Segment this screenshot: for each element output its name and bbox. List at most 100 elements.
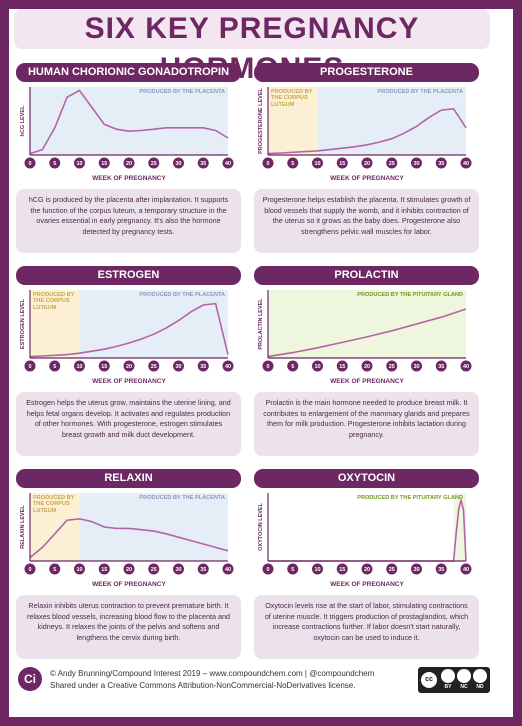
x-tick xyxy=(98,360,110,372)
panel-caption: Relaxin inhibits uterus contraction to p… xyxy=(16,595,241,659)
region xyxy=(30,493,80,561)
x-tick-label: 0 xyxy=(28,567,31,573)
x-tick-label: 20 xyxy=(126,364,132,370)
x-tick xyxy=(74,360,85,372)
region-label: PRODUCED BY THE PITUITARY GLAND xyxy=(357,292,463,298)
x-tick-label: 0 xyxy=(266,161,269,167)
y-axis-label: hCG LEVEL xyxy=(20,105,26,137)
x-tick xyxy=(222,563,234,575)
region-label: PRODUCED BY THE CORPUS LUTEUM xyxy=(33,495,75,514)
badge-label: NC xyxy=(460,684,468,690)
x-tick xyxy=(336,360,348,372)
panel-caption: Estrogen helps the uterus grow, maintain… xyxy=(16,392,241,456)
panel-caption: Progesterone helps establish the placent… xyxy=(254,189,479,253)
x-tick xyxy=(24,360,36,372)
x-axis-label: WEEK OF PREGNANCY xyxy=(92,378,166,385)
x-tick xyxy=(262,563,274,575)
license: Shared under a Creative Commons Attribut… xyxy=(50,681,356,690)
x-axis-label: WEEK OF PREGNANCY xyxy=(92,581,166,588)
panel-caption: Prolactin is the main hormone needed to … xyxy=(254,392,479,456)
x-tick-label: 5 xyxy=(53,364,56,370)
panel-title: RELAXIN xyxy=(16,469,241,488)
y-axis-label: PROGESTERONE LEVEL xyxy=(258,88,264,154)
x-tick-label: 10 xyxy=(314,567,320,573)
region-label-box: PRODUCED BY THE PLACENTA xyxy=(139,495,225,501)
x-tick-label: 25 xyxy=(389,161,395,167)
x-tick xyxy=(312,563,323,575)
region-label: PRODUCED BY THE PLACENTA xyxy=(377,89,463,95)
x-tick-label: 20 xyxy=(364,567,370,573)
x-tick-label: 40 xyxy=(225,161,231,167)
x-tick-label: 15 xyxy=(339,364,345,370)
license-badge: ND xyxy=(472,669,488,690)
x-tick-label: 20 xyxy=(126,161,132,167)
page-title: SIX KEY PREGNANCY HORMONES xyxy=(14,9,490,85)
x-tick xyxy=(460,360,472,372)
x-tick-label: 35 xyxy=(438,364,444,370)
x-tick xyxy=(173,157,184,169)
hormone-curve xyxy=(29,89,229,155)
x-tick xyxy=(123,563,135,575)
x-tick-label: 5 xyxy=(291,161,294,167)
x-axis-label: WEEK OF PREGNANCY xyxy=(92,175,166,182)
x-tick-label: 30 xyxy=(175,161,181,167)
hormone-curve xyxy=(29,302,229,358)
x-tick xyxy=(287,360,299,372)
x-tick xyxy=(411,157,422,169)
x-tick xyxy=(287,563,299,575)
region xyxy=(79,290,228,358)
region-label: PRODUCED BY THE CORPUS LUTEUM xyxy=(271,89,313,108)
x-tick-label: 35 xyxy=(200,567,206,573)
x-tick-label: 25 xyxy=(389,567,395,573)
x-tick xyxy=(386,563,398,575)
x-tick xyxy=(222,157,234,169)
x-tick-label: 15 xyxy=(339,567,345,573)
x-tick xyxy=(173,360,184,372)
x-tick-label: 0 xyxy=(266,364,269,370)
x-tick xyxy=(123,360,135,372)
x-tick xyxy=(49,563,61,575)
chart: PRODUCED BY THE CORPUS LUTEUM PRODUCED BY… xyxy=(258,87,472,182)
badge-icon xyxy=(441,669,455,683)
x-tick-label: 15 xyxy=(101,567,107,573)
hormone-curve xyxy=(29,517,229,559)
badge-icon xyxy=(457,669,471,683)
x-tick xyxy=(312,360,323,372)
region-label: PRODUCED BY THE PITUITARY GLAND xyxy=(357,495,463,501)
hormone-panel: RELAXIN PRODUCED BY THE CORPUS LUTEUM PROD… xyxy=(16,469,241,661)
license-badge: NC xyxy=(456,669,472,690)
x-tick xyxy=(361,360,373,372)
region-label: PRODUCED BY THE PLACENTA xyxy=(139,89,225,95)
badge-label: BY xyxy=(444,684,452,690)
region xyxy=(30,87,228,155)
region xyxy=(268,87,318,155)
x-tick xyxy=(74,563,85,575)
x-axis-label: WEEK OF PREGNANCY xyxy=(330,175,404,182)
x-tick-label: 10 xyxy=(76,161,82,167)
x-tick xyxy=(49,157,61,169)
x-tick xyxy=(312,157,323,169)
x-tick-label: 0 xyxy=(28,161,31,167)
cc-badges: cc BY NC ND xyxy=(418,667,490,693)
region-label: PRODUCED BY THE PLACENTA xyxy=(139,292,225,298)
x-tick-label: 35 xyxy=(200,364,206,370)
x-tick-label: 40 xyxy=(225,567,231,573)
x-tick xyxy=(336,563,348,575)
region-label-box: PRODUCED BY THE CORPUS LUTEUM xyxy=(33,292,74,311)
hormone-panel: OXYTOCIN PRODUCED BY THE PITUITARY GLAND O… xyxy=(254,469,479,661)
region xyxy=(30,290,80,358)
x-tick-label: 10 xyxy=(76,364,82,370)
x-tick-label: 20 xyxy=(126,567,132,573)
x-tick xyxy=(222,360,234,372)
x-tick xyxy=(49,360,61,372)
x-tick xyxy=(197,157,209,169)
x-tick-label: 0 xyxy=(266,567,269,573)
x-tick-label: 10 xyxy=(314,364,320,370)
x-tick xyxy=(24,563,36,575)
x-tick xyxy=(148,563,160,575)
chart: PRODUCED BY THE CORPUS LUTEUM PRODUCED BY… xyxy=(20,290,234,385)
badge-icon xyxy=(473,669,487,683)
x-tick xyxy=(74,157,85,169)
x-tick-label: 15 xyxy=(101,364,107,370)
